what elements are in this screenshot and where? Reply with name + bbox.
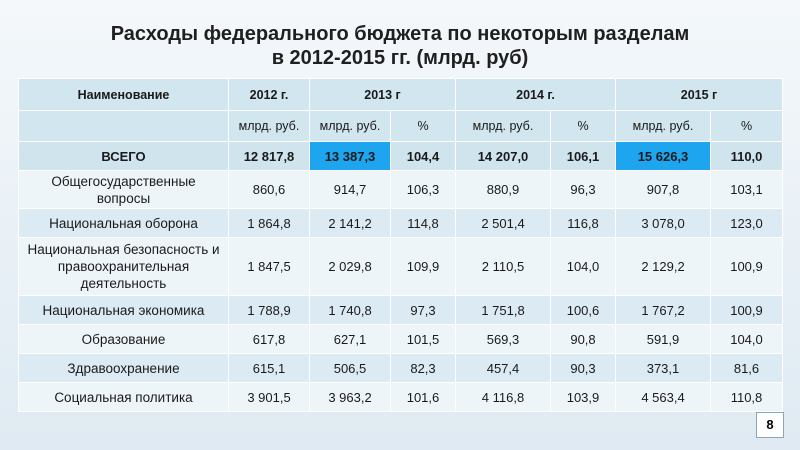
row-name: Здравоохранение [18, 353, 229, 383]
cell: 97,3 [390, 295, 456, 325]
cell: 100,6 [550, 295, 616, 325]
cell: 591,9 [615, 324, 711, 354]
cell: 96,3 [550, 170, 616, 209]
cell: 3 963,2 [309, 382, 391, 412]
cell: 2 029,8 [309, 237, 391, 296]
cell: 1 864,8 [228, 208, 310, 238]
cell: 103,1 [710, 170, 783, 209]
total-2015-highlight: 15 626,3 [615, 141, 711, 171]
header-2012: 2012 г. [228, 78, 310, 111]
total-2014-pct: 106,1 [550, 141, 616, 171]
cell: 101,6 [390, 382, 456, 412]
cell: 880,9 [455, 170, 551, 209]
cell: 116,8 [550, 208, 616, 238]
budget-table: Наименование 2012 г. 2013 г 2014 г. 2015… [18, 78, 783, 412]
cell: 1 767,2 [615, 295, 711, 325]
cell: 110,8 [710, 382, 783, 412]
table-row: Образование 617,8 627,1 101,5 569,3 90,8… [18, 324, 783, 354]
cell: 907,8 [615, 170, 711, 209]
table-row: Общегосударственные вопросы 860,6 914,7 … [18, 170, 783, 209]
cell: 617,8 [228, 324, 310, 354]
cell: 569,3 [455, 324, 551, 354]
header-empty [18, 110, 229, 142]
header-name: Наименование [18, 78, 229, 111]
pct-2014: % [550, 110, 616, 142]
cell: 103,9 [550, 382, 616, 412]
slide-title: Расходы федерального бюджета по некоторы… [0, 22, 800, 70]
pct-2015: % [710, 110, 783, 142]
table-row: Социальная политика 3 901,5 3 963,2 101,… [18, 382, 783, 412]
cell: 100,9 [710, 237, 783, 296]
unit-2015: млрд. руб. [615, 110, 711, 142]
row-name: Национальная безопасность и правоохранит… [18, 237, 229, 296]
cell: 82,3 [390, 353, 456, 383]
cell: 2 141,2 [309, 208, 391, 238]
cell: 81,6 [710, 353, 783, 383]
title-line-1: Расходы федерального бюджета по некоторы… [110, 23, 690, 45]
title-line-2: в 2012-2015 гг. (млрд. руб) [271, 47, 529, 69]
header-row-units: млрд. руб. млрд. руб. % млрд. руб. % млр… [18, 110, 783, 142]
row-name: Образование [18, 324, 229, 354]
cell: 2 501,4 [455, 208, 551, 238]
header-2013: 2013 г [309, 78, 456, 111]
cell: 506,5 [309, 353, 391, 383]
total-label: ВСЕГО [18, 141, 229, 171]
cell: 106,3 [390, 170, 456, 209]
cell: 109,9 [390, 237, 456, 296]
cell: 914,7 [309, 170, 391, 209]
cell: 1 751,8 [455, 295, 551, 325]
cell: 3 078,0 [615, 208, 711, 238]
header-2015: 2015 г [615, 78, 783, 111]
cell: 4 563,4 [615, 382, 711, 412]
cell: 2 129,2 [615, 237, 711, 296]
cell: 2 110,5 [455, 237, 551, 296]
pct-2013: % [390, 110, 456, 142]
cell: 114,8 [390, 208, 456, 238]
cell: 104,0 [710, 324, 783, 354]
cell: 1 847,5 [228, 237, 310, 296]
cell: 457,4 [455, 353, 551, 383]
total-2015-pct: 110,0 [710, 141, 783, 171]
cell: 1 788,9 [228, 295, 310, 325]
row-name: Национальная оборона [18, 208, 229, 238]
page-number: 8 [756, 412, 784, 438]
cell: 373,1 [615, 353, 711, 383]
cell: 90,8 [550, 324, 616, 354]
unit-2012: млрд. руб. [228, 110, 310, 142]
table-row: Национальная безопасность и правоохранит… [18, 237, 783, 296]
table-row: Здравоохранение 615,1 506,5 82,3 457,4 9… [18, 353, 783, 383]
total-2012: 12 817,8 [228, 141, 310, 171]
unit-2014: млрд. руб. [455, 110, 551, 142]
total-row: ВСЕГО 12 817,8 13 387,3 104,4 14 207,0 1… [18, 141, 783, 171]
unit-2013: млрд. руб. [309, 110, 391, 142]
cell: 4 116,8 [455, 382, 551, 412]
total-2014: 14 207,0 [455, 141, 551, 171]
cell: 101,5 [390, 324, 456, 354]
table-row: Национальная оборона 1 864,8 2 141,2 114… [18, 208, 783, 238]
cell: 90,3 [550, 353, 616, 383]
cell: 104,0 [550, 237, 616, 296]
row-name: Национальная экономика [18, 295, 229, 325]
row-name: Социальная политика [18, 382, 229, 412]
total-2013-highlight: 13 387,3 [309, 141, 391, 171]
total-2013-pct: 104,4 [390, 141, 456, 171]
cell: 3 901,5 [228, 382, 310, 412]
cell: 1 740,8 [309, 295, 391, 325]
cell: 627,1 [309, 324, 391, 354]
table-row: Национальная экономика 1 788,9 1 740,8 9… [18, 295, 783, 325]
cell: 615,1 [228, 353, 310, 383]
row-name: Общегосударственные вопросы [18, 170, 229, 209]
header-row-years: Наименование 2012 г. 2013 г 2014 г. 2015… [18, 78, 783, 111]
cell: 100,9 [710, 295, 783, 325]
cell: 860,6 [228, 170, 310, 209]
header-2014: 2014 г. [455, 78, 616, 111]
cell: 123,0 [710, 208, 783, 238]
